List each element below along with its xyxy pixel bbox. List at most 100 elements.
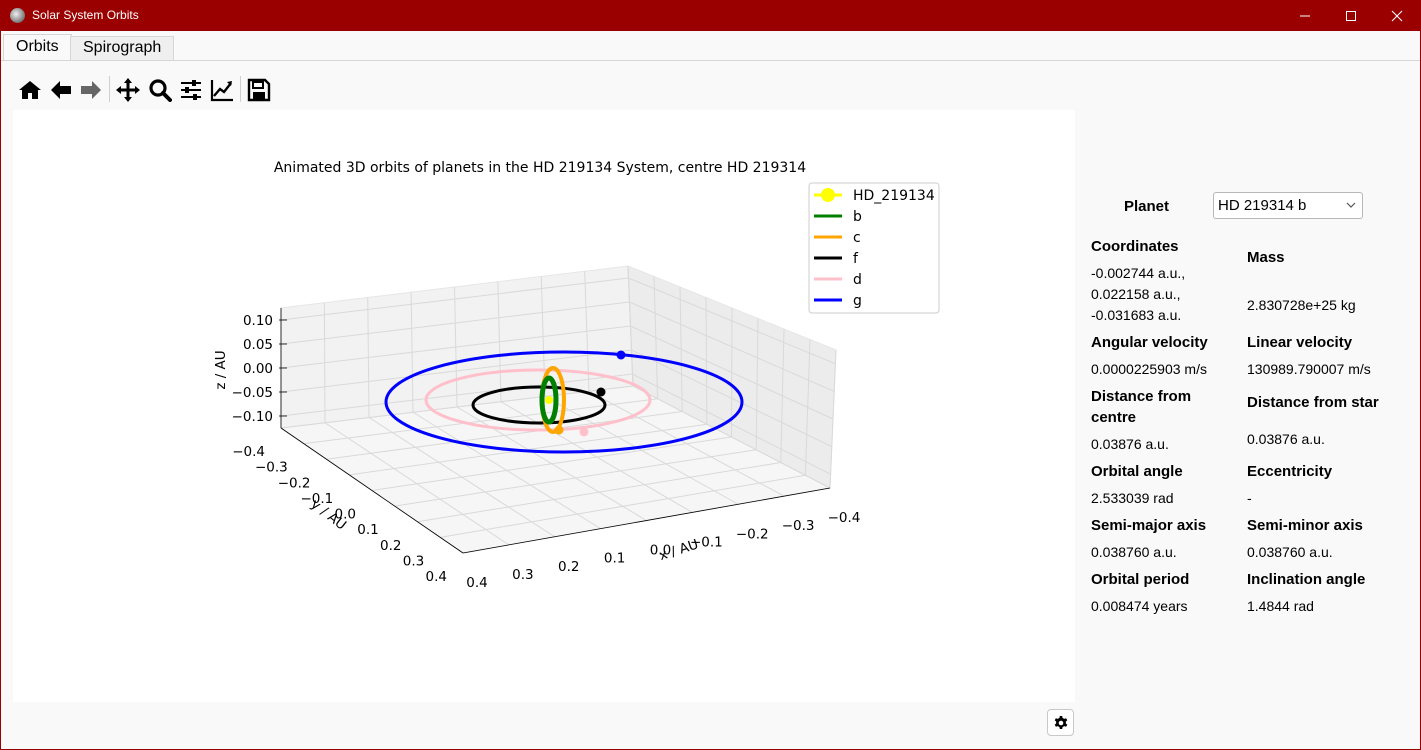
y-tick-label: 0.4 — [426, 569, 447, 585]
semi-minor-axis-value: 0.038760 a.u. — [1247, 544, 1333, 560]
distance-centre-value: 0.03876 a.u. — [1091, 436, 1169, 452]
x-tick-label: 0.3 — [512, 567, 533, 583]
inclination-angle-value: 1.4844 rad — [1247, 598, 1314, 614]
plot-canvas[interactable]: 0.10 0.05 0.00 −0.05 −0.10 −0.4 −0.3 −0.2 −0.1 0.… — [13, 110, 1075, 702]
x-tick-label: −0.1 — [690, 534, 723, 550]
y-tick-label: 0.2 — [380, 538, 401, 554]
axis-ticks: 0.100.050.00−0.05−0.10−0.4−0.3−0.2−0.10.… — [232, 313, 861, 591]
orbit-3d-chart[interactable]: 0.100.050.00−0.05−0.10−0.4−0.3−0.2−0.10.… — [13, 110, 1075, 702]
home-button[interactable] — [16, 76, 44, 104]
window-title: Solar System Orbits — [32, 8, 139, 22]
close-icon — [1391, 10, 1403, 22]
orbit-b — [539, 375, 559, 425]
semi-major-axis-value: 0.038760 a.u. — [1091, 544, 1177, 560]
x-tick-label: −0.4 — [828, 510, 861, 526]
back-icon — [51, 81, 71, 99]
chevron-down-icon — [1346, 202, 1356, 208]
x-tick-label: 0.4 — [466, 575, 487, 591]
floor-grid-line — [544, 396, 739, 505]
angular-velocity-value: 0.0000225903 m/s — [1091, 361, 1207, 377]
wall-grid-line — [280, 373, 831, 475]
planet-g — [616, 350, 626, 360]
planet-c — [554, 425, 564, 435]
inclination-angle-label: Inclination angle — [1247, 571, 1366, 588]
z-tick-label: 0.00 — [243, 361, 273, 377]
distance-centre-label-2: centre — [1091, 409, 1137, 426]
z-axis-label: z / AU — [213, 350, 229, 389]
mass-label: Mass — [1247, 249, 1285, 266]
coordinates-z: -0.031683 a.u. — [1091, 307, 1182, 323]
planet-f — [596, 387, 606, 397]
legend-label-g: g — [853, 293, 862, 309]
coordinates-y: 0.022158 a.u., — [1091, 286, 1181, 302]
x-tick-label: 0.0 — [650, 543, 671, 559]
toolbar-separator — [240, 76, 241, 102]
orbital-angle-value: 2.533039 rad — [1091, 490, 1174, 506]
legend-label-f: f — [853, 251, 859, 267]
tab-spirograph[interactable]: Spirograph — [70, 36, 175, 61]
edit-axis-icon — [210, 80, 233, 102]
edit-axis-button[interactable] — [208, 76, 236, 104]
configure-subplots-button[interactable] — [177, 76, 205, 104]
chart-title: Animated 3D orbits of planets in the HD … — [274, 160, 806, 176]
x-tick-label: −0.2 — [736, 526, 769, 542]
tab-orbits[interactable]: Orbits — [3, 34, 72, 61]
legend-marker-HD_219134 — [821, 188, 835, 202]
legend-label-b: b — [853, 209, 862, 225]
maximize-icon — [1346, 11, 1356, 21]
floor-grid-line — [440, 474, 806, 538]
planet-label: Planet — [1124, 198, 1170, 215]
zoom-icon — [149, 79, 172, 102]
orbital-period-value: 0.008474 years — [1091, 598, 1188, 614]
wall-grid-line — [280, 301, 835, 392]
floor-grid-line — [588, 390, 785, 497]
legend-label-c: c — [853, 230, 861, 246]
x-tick-label: −0.3 — [782, 518, 815, 534]
distance-star-value: 0.03876 a.u. — [1247, 431, 1325, 447]
star-hd-219134 — [545, 396, 553, 404]
orbit-d — [424, 368, 652, 432]
z-tick-label: −0.10 — [232, 409, 273, 425]
forward-icon — [81, 81, 101, 99]
gear-icon — [1054, 716, 1068, 729]
forward-button[interactable] — [77, 76, 105, 104]
minimize-button[interactable] — [1282, 0, 1328, 31]
axes-grid — [279, 265, 837, 554]
save-button[interactable] — [245, 76, 273, 104]
pan-icon — [116, 78, 140, 102]
semi-minor-axis-label: Semi-minor axis — [1247, 517, 1363, 534]
close-button[interactable] — [1374, 0, 1420, 31]
y-tick-label: −0.4 — [232, 444, 265, 460]
orbital-angle-label: Orbital angle — [1091, 463, 1183, 480]
coordinates-x: -0.002744 a.u., — [1091, 265, 1186, 281]
home-icon — [19, 81, 41, 99]
x-tick-label: 0.1 — [604, 551, 625, 567]
tab-bar: Orbits Spirograph — [0, 31, 1421, 61]
y-tick-label: −0.3 — [255, 460, 288, 476]
semi-major-axis-label: Semi-major axis — [1091, 517, 1207, 534]
legend-label-HD_219134: HD_219134 — [853, 188, 935, 204]
app-icon — [10, 8, 25, 23]
title-bar: Solar System Orbits — [0, 0, 1421, 31]
y-tick-label: −0.2 — [278, 475, 311, 491]
x-axis-line — [462, 487, 831, 554]
y-tick-label: 0.1 — [357, 522, 378, 538]
maximize-button[interactable] — [1328, 0, 1374, 31]
zoom-button[interactable] — [146, 76, 174, 104]
back-button[interactable] — [47, 76, 75, 104]
toolbar-separator — [109, 76, 110, 102]
mass-value: 2.830728e+25 kg — [1247, 297, 1356, 313]
z-tick-label: −0.05 — [232, 385, 273, 401]
pan-button[interactable] — [114, 76, 142, 104]
orbit-f — [471, 385, 607, 425]
planet-select[interactable]: HD 219314 b — [1213, 192, 1363, 219]
orbits — [384, 350, 744, 454]
settings-button[interactable] — [1047, 709, 1074, 736]
x-axis-label: x / AU — [657, 536, 700, 564]
z-tick-label: 0.10 — [243, 313, 273, 329]
configure-subplots-icon — [181, 80, 201, 100]
planet-d — [579, 427, 589, 437]
distance-star-label: Distance from star — [1247, 394, 1379, 411]
floor-grid-line — [500, 401, 693, 513]
